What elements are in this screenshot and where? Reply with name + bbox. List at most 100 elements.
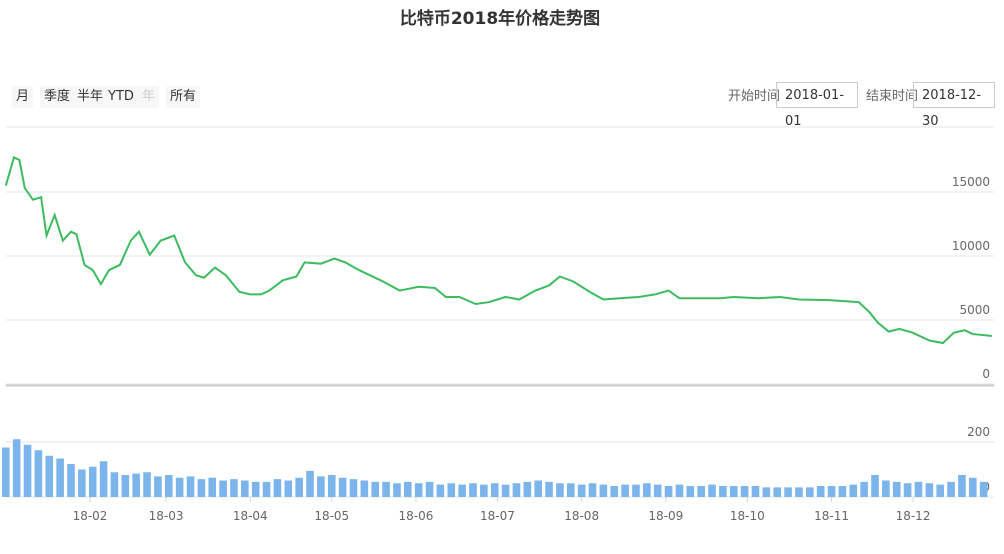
volume-bar	[773, 487, 782, 497]
volume-bar	[34, 450, 43, 497]
volume-bar	[762, 487, 771, 497]
range-button[interactable]: YTD	[104, 86, 138, 108]
volume-bar	[838, 486, 847, 497]
x-tick-label: 18-11	[814, 509, 849, 523]
volume-bar	[164, 475, 173, 497]
volume-bar	[56, 458, 64, 497]
volume-bar	[121, 475, 130, 497]
volume-bar	[632, 484, 640, 497]
volume-bar	[1, 447, 10, 497]
volume-bar	[534, 480, 542, 497]
x-tick-label: 18-10	[730, 509, 765, 523]
x-tick-label: 18-04	[233, 509, 268, 523]
volume-bar	[697, 486, 705, 497]
volume-bar	[816, 486, 825, 497]
volume-bar	[219, 480, 227, 497]
range-button: 年	[138, 86, 160, 108]
range-button[interactable]: 月	[12, 86, 34, 108]
volume-bar	[501, 484, 510, 497]
volume-bar	[208, 477, 217, 497]
y-tick-label: 15000	[952, 175, 990, 189]
end-label: 结束时间	[866, 89, 919, 104]
volume-bar	[490, 483, 499, 497]
volume-bar	[795, 487, 803, 497]
volume-bar	[12, 439, 21, 497]
range-button[interactable]: 所有	[166, 86, 201, 108]
volume-bar	[566, 483, 575, 497]
volume-bar	[577, 484, 586, 497]
volume-bar	[186, 476, 195, 497]
volume-bar	[230, 479, 238, 497]
volume-bar	[241, 480, 249, 497]
volume-bar	[892, 481, 901, 497]
volume-bar	[784, 487, 792, 497]
volume-bar	[469, 483, 477, 497]
x-tick-label: 18-07	[480, 509, 515, 523]
volume-bar	[751, 486, 760, 497]
volume-bar	[132, 473, 140, 497]
volume-bar	[273, 479, 282, 497]
y-tick-label: 10000	[952, 239, 990, 253]
end-date-input[interactable]: 2018-12-30	[913, 82, 995, 129]
volume-bar	[382, 481, 390, 497]
volume-bar	[371, 481, 380, 497]
volume-bar	[480, 484, 488, 497]
volume-bar	[404, 481, 412, 497]
volume-bar	[968, 477, 977, 497]
volume-bar	[512, 483, 521, 497]
y-tick-label: 200	[967, 425, 990, 439]
volume-bar	[425, 481, 434, 497]
volume-bar	[729, 486, 738, 497]
volume-bar	[78, 469, 86, 497]
volume-bar	[110, 472, 119, 497]
volume-bar	[523, 481, 532, 497]
volume-bar	[860, 481, 868, 497]
volume-bar	[914, 481, 923, 497]
volume-bar	[610, 486, 619, 497]
volume-bar	[45, 455, 54, 497]
x-tick-label: 18-09	[648, 509, 683, 523]
volume-bar	[197, 479, 206, 497]
volume-bar	[588, 483, 597, 497]
x-tick-label: 18-03	[149, 509, 184, 523]
volume-bar	[936, 484, 944, 497]
volume-bar	[827, 486, 836, 497]
volume-bar	[675, 484, 684, 497]
volume-bar	[599, 484, 608, 497]
range-button[interactable]: 半年	[73, 86, 108, 108]
volume-bar	[295, 477, 303, 497]
range-button[interactable]: 季度	[40, 86, 75, 108]
volume-bar	[556, 483, 564, 497]
volume-bar	[958, 475, 966, 497]
volume-bar	[686, 486, 695, 497]
volume-bar	[458, 484, 466, 497]
volume-bar	[154, 476, 162, 497]
y-tick-label: 5000	[959, 303, 990, 317]
volume-bar	[849, 484, 858, 497]
x-tick-label: 18-05	[314, 509, 349, 523]
volume-bar	[545, 481, 553, 497]
volume-bar	[806, 487, 814, 497]
volume-bar	[871, 475, 879, 497]
volume-bar	[653, 484, 662, 497]
volume-bar	[284, 480, 293, 497]
start-date-input[interactable]: 2018-01-01	[776, 82, 858, 129]
volume-bar	[643, 483, 651, 497]
volume-bar	[925, 483, 934, 497]
volume-bar	[360, 480, 369, 497]
x-tick-label: 18-02	[73, 509, 108, 523]
volume-bar	[99, 461, 108, 497]
volume-bar	[23, 444, 32, 497]
x-tick-label: 18-12	[896, 509, 931, 523]
volume-bar	[708, 484, 716, 497]
volume-bar	[436, 484, 445, 497]
volume-bar	[143, 472, 151, 497]
volume-bar	[175, 477, 184, 497]
volume-bar	[903, 483, 912, 497]
volume-bar	[393, 483, 401, 497]
x-tick-label: 18-08	[564, 509, 599, 523]
volume-bar	[882, 480, 890, 497]
volume-bar	[251, 481, 260, 497]
